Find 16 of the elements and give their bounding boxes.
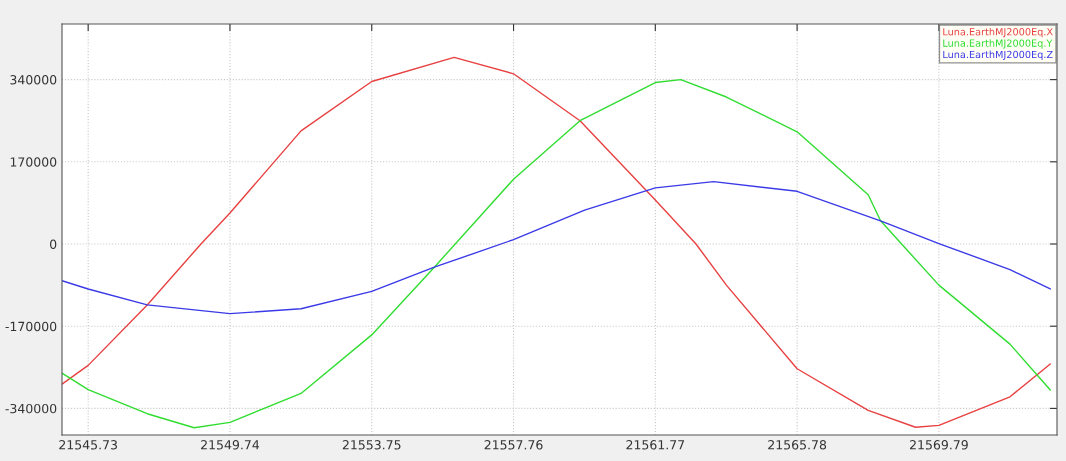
x-tick-label: 21549.74: [201, 440, 260, 450]
x-tick-label: 21553.75: [342, 440, 401, 450]
y-tick-label: 170000: [10, 157, 57, 167]
y-tick-label: -340000: [5, 403, 57, 414]
y-tick-label: -170000: [5, 321, 57, 332]
text: Luna.EarthMJ2000Eq.X: [943, 27, 1053, 38]
y-tick-label: 0: [50, 239, 57, 249]
x-tick-label: 21557.76: [484, 440, 543, 450]
x-tick-label: 21565.78: [768, 440, 827, 450]
y-tick-label: 340000: [10, 75, 57, 85]
x-tick-label: 21569.79: [909, 440, 968, 450]
line-series: [62, 180, 1051, 315]
x-tick-label: 21545.73: [59, 440, 117, 450]
text: Luna.EarthMJ2000Eq.Y: [943, 39, 1053, 49]
text: Luna.EarthMJ2000Eq.Z: [943, 50, 1053, 61]
x-tick-label: 21561.77: [626, 440, 685, 450]
